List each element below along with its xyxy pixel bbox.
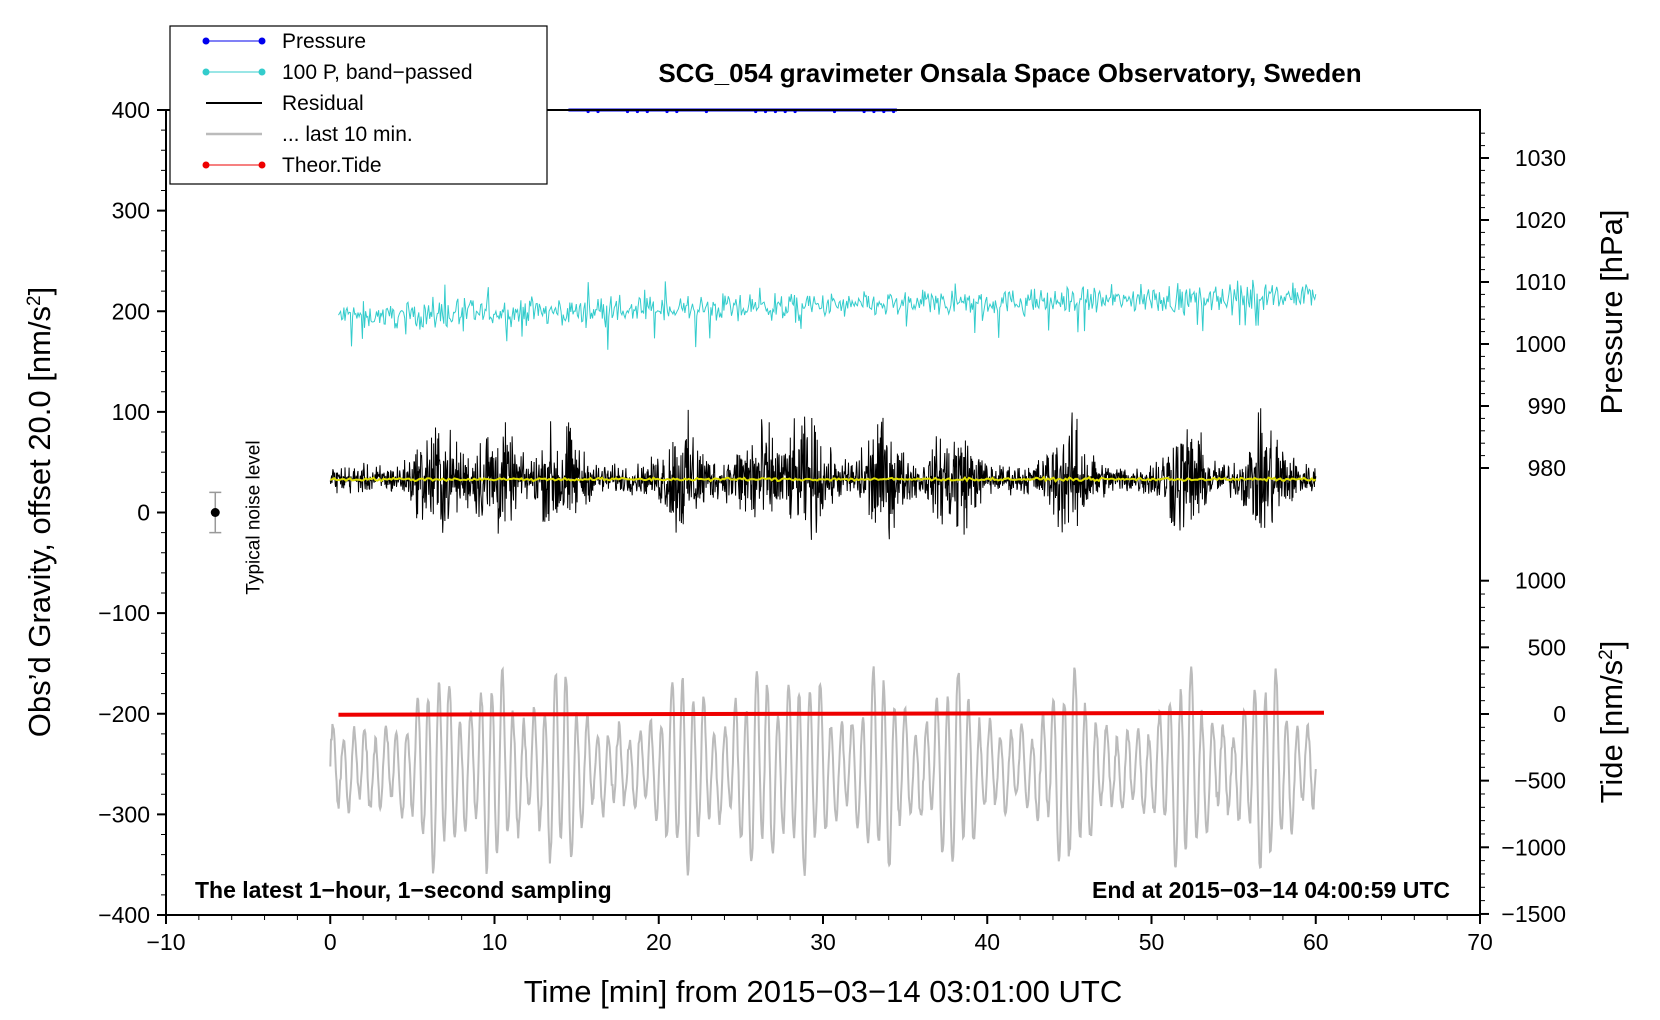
- tide-tick-label: 0: [1553, 701, 1566, 727]
- x-axis-title: Time [min] from 2015−03−14 03:01:00 UTC: [524, 974, 1123, 1009]
- legend-entry: Theor.Tide: [202, 154, 382, 177]
- series-band-passed-pressure: [338, 279, 1317, 350]
- y-tick-label-left: 400: [112, 97, 150, 123]
- series-last-10-min: [329, 666, 1317, 876]
- noise-point: [210, 508, 220, 517]
- x-tick-label: 50: [1139, 929, 1165, 955]
- legend-label: Theor.Tide: [282, 154, 382, 177]
- pressure-tick-label: 1020: [1515, 207, 1566, 233]
- y-tick-label-left: 100: [112, 399, 150, 425]
- pressure-tick-label: 980: [1528, 455, 1566, 481]
- y-tick-label-left: −400: [98, 902, 150, 928]
- legend-entry: 100 P, band−passed: [202, 61, 473, 84]
- y-axis-title-pressure: Pressure [hPa]: [1594, 209, 1629, 414]
- pressure-tick-label: 1030: [1515, 145, 1566, 171]
- legend-marker: [202, 68, 210, 76]
- series-residual-smoothed: [329, 475, 1317, 483]
- noise-level-label: Typical noise level: [243, 440, 264, 594]
- x-tick-label: 60: [1303, 929, 1329, 955]
- tide-tick-label: 1000: [1515, 568, 1566, 594]
- legend-marker: [258, 37, 266, 45]
- chart-title: SCG_054 gravimeter Onsala Space Observat…: [658, 58, 1361, 88]
- y-axis-title-left-end: ]: [22, 287, 57, 296]
- noise-level-indicator: Typical noise level: [209, 440, 264, 595]
- y-axis-title-left-main: Obs’d Gravity, offset 20.0 [nm/s: [22, 306, 57, 737]
- legend-marker: [202, 161, 210, 169]
- x-tick-label: 30: [810, 929, 836, 955]
- pressure-tick-label: 1000: [1515, 331, 1566, 357]
- legend-label: Residual: [282, 92, 364, 115]
- x-tick-label: 0: [324, 929, 337, 955]
- y-axis-title-left-sup: 2: [24, 295, 45, 306]
- y-tick-label-left: −200: [98, 701, 150, 727]
- legend-marker: [202, 37, 210, 45]
- y-tick-label-left: 0: [137, 500, 150, 526]
- x-tick-label: 70: [1467, 929, 1493, 955]
- y-tick-label-left: 300: [112, 198, 150, 224]
- x-tick-label: 20: [646, 929, 672, 955]
- tide-tick-label: 500: [1528, 634, 1566, 660]
- legend-marker: [258, 161, 266, 169]
- x-tick-label: −10: [146, 929, 185, 955]
- pressure-tick-label: 990: [1528, 393, 1566, 419]
- series-theoretical-tide: [338, 710, 1324, 717]
- pressure-tick-label: 1010: [1515, 269, 1566, 295]
- legend-marker: [258, 68, 266, 76]
- y-tick-label-left: −300: [98, 801, 150, 827]
- series-residual: [329, 408, 1317, 540]
- tide-tick-label: −500: [1514, 768, 1566, 794]
- x-tick-label: 40: [974, 929, 1000, 955]
- tide-tick-label: −1500: [1501, 901, 1566, 927]
- y-tick-label-left: 200: [112, 298, 150, 324]
- legend-label: ... last 10 min.: [282, 123, 413, 146]
- annotation-sampling: The latest 1−hour, 1−second sampling: [195, 877, 612, 903]
- legend-label: 100 P, band−passed: [282, 61, 473, 84]
- y-axis-title-tide-main: Tide [nm/s: [1594, 660, 1629, 804]
- y-axis-title-tide: Tide [nm/s2]: [1594, 641, 1629, 804]
- legend-label: Pressure: [282, 30, 366, 53]
- legend-entry: Residual: [206, 92, 364, 115]
- tide-tick-label: −1000: [1501, 834, 1566, 860]
- y-tick-label-left: −100: [98, 600, 150, 626]
- axes-layer: −10 0 10 20 30 40 50 60 704003002001000−100−200−…: [98, 97, 1566, 955]
- legend-entry: Pressure: [202, 30, 366, 53]
- y-axis-title-tide-sup: 2: [1596, 649, 1617, 660]
- y-axis-title-tide-end: ]: [1594, 641, 1629, 650]
- legend-box: [169, 25, 548, 185]
- annotation-end-time: End at 2015−03−14 04:00:59 UTC: [1092, 877, 1450, 903]
- legend-entry: ... last 10 min.: [206, 123, 413, 146]
- legend: Pressure 100 P, band−passed Residual ... la…: [169, 25, 548, 185]
- x-tick-label: 10: [482, 929, 508, 955]
- y-axis-title-left: Obs’d Gravity, offset 20.0 [nm/s2]: [22, 287, 57, 738]
